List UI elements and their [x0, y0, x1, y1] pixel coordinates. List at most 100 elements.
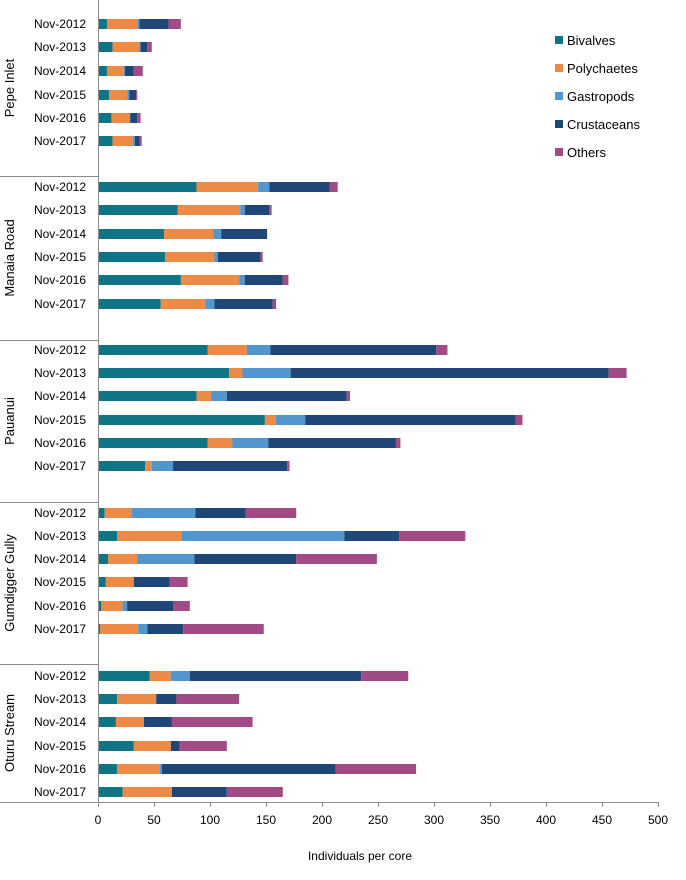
bar-segment	[98, 624, 101, 634]
row-label: Nov-2014	[34, 552, 86, 566]
bar-segment	[98, 694, 118, 704]
bar-segment	[147, 624, 184, 634]
bar-segment	[269, 182, 330, 192]
legend-label: Gastropods	[567, 89, 635, 104]
bar-segment	[282, 275, 289, 285]
x-tick-label: 350	[480, 813, 500, 827]
bar-segment	[161, 764, 336, 774]
bar-segment	[217, 252, 261, 262]
row-label: Nov-2015	[34, 575, 86, 589]
bar-segment	[177, 205, 241, 215]
bar-segment	[168, 19, 181, 29]
bar-segment	[169, 577, 188, 587]
bar-segment	[151, 461, 174, 471]
legend-swatch	[555, 64, 563, 72]
bar-segment	[129, 113, 131, 123]
bar-segment	[98, 252, 166, 262]
bar-segment	[196, 391, 212, 401]
bar-segment	[98, 66, 107, 76]
row-label: Nov-2012	[34, 17, 86, 31]
bar-segment	[180, 275, 240, 285]
bar-segment	[98, 368, 230, 378]
bar-segment	[207, 438, 233, 448]
legend: Bivalves Polychaetes Gastropods Crustaceans…	[555, 33, 640, 160]
bar-segment	[98, 42, 113, 52]
bar-segment	[98, 275, 181, 285]
x-tick-label: 300	[424, 813, 444, 827]
bar-segment	[133, 577, 170, 587]
row-label: Nov-2014	[34, 715, 86, 729]
bar-segment	[226, 787, 283, 797]
bar-segment	[287, 461, 290, 471]
row-label: Nov-2017	[34, 134, 86, 148]
bar-segment	[98, 391, 197, 401]
x-tick-label: 450	[592, 813, 612, 827]
bar-segment	[165, 252, 215, 262]
row-label: Nov-2013	[34, 692, 86, 706]
legend-swatch	[555, 120, 563, 128]
row-label: Nov-2016	[34, 762, 86, 776]
row-label: Nov-2013	[34, 203, 86, 217]
bar-segment	[194, 554, 297, 564]
bar-segment	[179, 741, 227, 751]
row-label: Nov-2017	[34, 785, 86, 799]
row-label: Nov-2013	[34, 40, 86, 54]
bar-segment	[101, 601, 123, 611]
bar-segment	[221, 229, 268, 239]
bar-segment	[105, 577, 134, 587]
bar-segment	[436, 345, 448, 355]
bar-segment	[143, 717, 172, 727]
bar-segment	[268, 438, 396, 448]
x-tick-label: 0	[95, 813, 102, 827]
bar-segment	[98, 113, 112, 123]
row-label: Nov-2016	[34, 436, 86, 450]
bar-segment	[244, 275, 283, 285]
row-label: Nov-2013	[34, 529, 86, 543]
bar-segment	[335, 764, 417, 774]
group-label: Oturu Stream	[2, 694, 17, 772]
bar-segment	[239, 275, 245, 285]
bar-segment	[189, 671, 362, 681]
bar-segment	[139, 136, 142, 146]
bar-segment	[98, 19, 107, 29]
bar-segment	[136, 90, 138, 100]
bar-segment	[170, 741, 180, 751]
x-tick-label: 50	[147, 813, 161, 827]
bar-segment	[98, 205, 178, 215]
bar-segment	[137, 113, 141, 123]
bar-segment	[171, 787, 227, 797]
bar-segment	[296, 554, 377, 564]
bar-segment	[229, 368, 243, 378]
bar-segment	[515, 415, 523, 425]
row-label: Nov-2014	[34, 227, 86, 241]
bar-segment	[214, 252, 218, 262]
row-label: Nov-2013	[34, 366, 86, 380]
bar-segment	[608, 368, 627, 378]
row-label: Nov-2016	[34, 599, 86, 613]
bar-segment	[98, 136, 113, 146]
legend-label: Others	[567, 145, 607, 160]
bar-segment	[137, 554, 195, 564]
row-label: Nov-2012	[34, 506, 86, 520]
row-label: Nov-2016	[34, 111, 86, 125]
bar-segment	[245, 508, 297, 518]
legend-swatch	[555, 148, 563, 156]
bar-segment	[140, 42, 148, 52]
bar-segment	[195, 508, 246, 518]
bar-segment	[346, 391, 350, 401]
bar-segment	[98, 554, 109, 564]
bar-segment	[147, 42, 152, 52]
bar-segment	[276, 415, 306, 425]
bar-segment	[98, 601, 102, 611]
bar-segment	[226, 391, 347, 401]
bar-segment	[272, 299, 277, 309]
bar-segment	[123, 66, 125, 76]
bar-segment	[104, 508, 132, 518]
bar-segment	[98, 787, 123, 797]
group-label: Pepe Inlet	[2, 58, 17, 117]
bar-segment	[98, 345, 208, 355]
bar-segment	[399, 531, 466, 541]
bar-segment	[156, 694, 177, 704]
bar-segment	[145, 461, 152, 471]
bar-segment	[173, 601, 190, 611]
